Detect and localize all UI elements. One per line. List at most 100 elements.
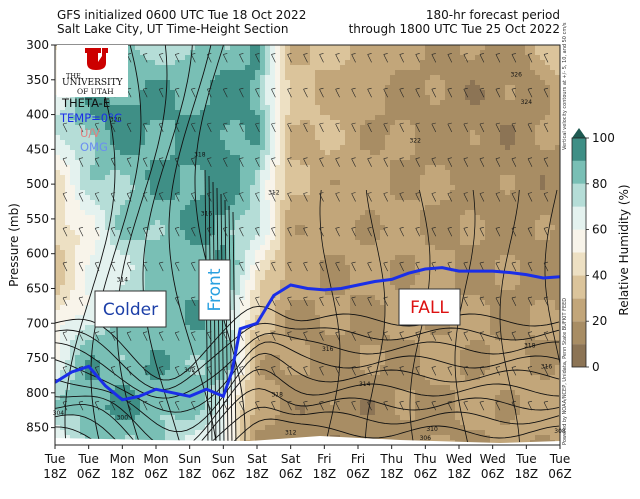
rh-cell (490, 215, 496, 221)
rh-cell (420, 260, 426, 266)
rh-cell (165, 180, 171, 186)
rh-cell (555, 120, 560, 126)
rh-cell (510, 250, 516, 256)
rh-cell (330, 105, 336, 111)
rh-cell (475, 145, 481, 151)
rh-cell (415, 270, 421, 276)
rh-cell (150, 260, 156, 266)
rh-cell (475, 150, 481, 156)
rh-cell (390, 155, 396, 161)
rh-cell (235, 110, 241, 116)
rh-cell (385, 135, 391, 141)
rh-cell (425, 260, 431, 266)
rh-cell (365, 205, 371, 211)
rh-cell (175, 210, 181, 216)
rh-cell (355, 155, 361, 161)
rh-cell (430, 80, 436, 86)
rh-cell (470, 45, 476, 51)
rh-cell (150, 55, 156, 61)
rh-cell (170, 170, 176, 176)
rh-cell (170, 245, 176, 251)
rh-cell (185, 55, 191, 61)
rh-cell (90, 180, 96, 186)
rh-cell (430, 200, 436, 206)
rh-cell (185, 95, 191, 101)
rh-cell (390, 145, 396, 151)
rh-cell (250, 170, 256, 176)
rh-cell (310, 260, 316, 266)
rh-cell (130, 190, 136, 196)
rh-cell (485, 110, 491, 116)
rh-cell (55, 275, 61, 281)
rh-cell (390, 45, 396, 51)
rh-cell (225, 95, 231, 101)
rh-cell (300, 155, 306, 161)
rh-cell (280, 140, 286, 146)
rh-cell (380, 200, 386, 206)
rh-cell (190, 250, 196, 256)
rh-cell (385, 155, 391, 161)
rh-cell (445, 230, 451, 236)
rh-cell (310, 245, 316, 251)
rh-cell (105, 205, 111, 211)
rh-cell (240, 180, 246, 186)
rh-cell (535, 100, 541, 106)
rh-cell (240, 235, 246, 241)
rh-cell (520, 200, 526, 206)
rh-cell (440, 270, 446, 276)
rh-cell (110, 285, 116, 291)
rh-cell (80, 260, 86, 266)
rh-cell (155, 120, 161, 126)
rh-cell (425, 105, 431, 111)
rh-cell (130, 180, 136, 186)
rh-cell (115, 140, 121, 146)
rh-cell (135, 245, 141, 251)
rh-cell (485, 280, 491, 286)
rh-cell (500, 260, 506, 266)
rh-cell (425, 150, 431, 156)
rh-cell (130, 175, 136, 181)
rh-cell (525, 160, 531, 166)
rh-cell (240, 200, 246, 206)
rh-cell (140, 125, 146, 131)
rh-cell (460, 225, 466, 231)
rh-cell (160, 275, 166, 281)
rh-cell (425, 115, 431, 121)
rh-cell (155, 260, 161, 266)
rh-cell (525, 120, 531, 126)
rh-cell (110, 185, 116, 191)
rh-cell (515, 250, 521, 256)
rh-cell (410, 75, 416, 81)
rh-cell (470, 210, 476, 216)
rh-cell (390, 95, 396, 101)
rh-cell (355, 140, 361, 146)
rh-cell (265, 95, 271, 101)
rh-cell (280, 60, 286, 66)
rh-cell (110, 220, 116, 226)
rh-cell (95, 125, 101, 131)
rh-cell (190, 215, 196, 221)
rh-cell (465, 130, 471, 136)
rh-cell (545, 70, 551, 76)
rh-cell (345, 205, 351, 211)
rh-cell (375, 55, 381, 61)
rh-cell (515, 225, 521, 231)
rh-cell (235, 90, 241, 96)
rh-cell (475, 85, 481, 91)
rh-cell (255, 240, 261, 246)
rh-cell (460, 280, 466, 286)
rh-cell (330, 85, 336, 91)
rh-cell (200, 80, 206, 86)
rh-cell (150, 130, 156, 136)
rh-cell (290, 70, 296, 76)
rh-cell (555, 270, 560, 276)
rh-cell (70, 95, 76, 101)
rh-cell (130, 85, 136, 91)
rh-cell (535, 45, 541, 51)
rh-cell (355, 260, 361, 266)
rh-cell (315, 275, 321, 281)
rh-cell (95, 215, 101, 221)
rh-cell (535, 165, 541, 171)
rh-cell (335, 80, 341, 86)
rh-cell (170, 160, 176, 166)
